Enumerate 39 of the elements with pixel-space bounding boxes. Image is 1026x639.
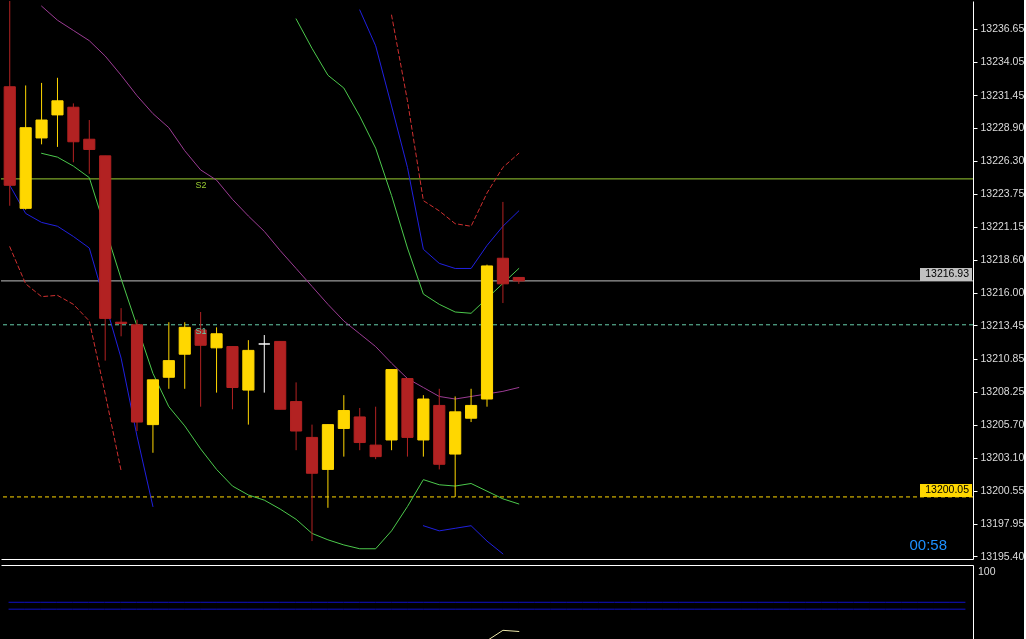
y-tick-label: 13216.00: [980, 286, 1025, 299]
line-series: [422, 525, 504, 555]
y-tick-label: 13208.25: [980, 385, 1025, 398]
line-series: [391, 14, 520, 227]
y-tick-label: 13200.55: [980, 484, 1025, 497]
line-series: [295, 18, 520, 314]
y-tick-label: 13221.15: [980, 220, 1025, 233]
y-tick-label: 13226.30: [980, 154, 1025, 167]
y-tick-label: 13197.95: [980, 517, 1025, 530]
y-tick-label: 13234.05: [980, 55, 1025, 68]
annotation: 13200.05: [925, 483, 970, 496]
ref-line-label: S2: [195, 179, 207, 190]
line-series: [359, 9, 520, 269]
y-tick-label: 13210.85: [980, 352, 1025, 365]
y-tick-label: 13228.90: [980, 121, 1025, 134]
line-series: [41, 5, 520, 400]
candlestick: [83, 119, 96, 175]
candlestick: [465, 388, 478, 423]
candlestick: [162, 321, 175, 390]
y-tick-label: 13236.65: [980, 22, 1025, 35]
y-tick-label: 13218.60: [980, 253, 1025, 266]
candlestick: [258, 334, 271, 394]
candlestick: [369, 406, 382, 460]
line-series: [41, 152, 520, 550]
y-tick-label: 13205.70: [980, 418, 1025, 431]
text: 100: [978, 565, 996, 577]
y-tick-label: 13203.10: [980, 451, 1025, 464]
candlestick: [194, 311, 207, 408]
annotation: 00:58: [909, 536, 947, 553]
candlestick: [337, 394, 350, 458]
y-tick-label: 13231.45: [980, 88, 1025, 101]
candlestick: [210, 326, 223, 394]
y-tick-label: 13223.75: [980, 187, 1025, 200]
candlestick: [35, 82, 48, 145]
y-tick-label: 13195.40: [980, 549, 1025, 562]
y-tick-label: 13213.45: [980, 318, 1025, 331]
candlestick: [51, 77, 64, 148]
annotation: 13216.93: [925, 267, 970, 280]
line-series: [9, 246, 122, 472]
